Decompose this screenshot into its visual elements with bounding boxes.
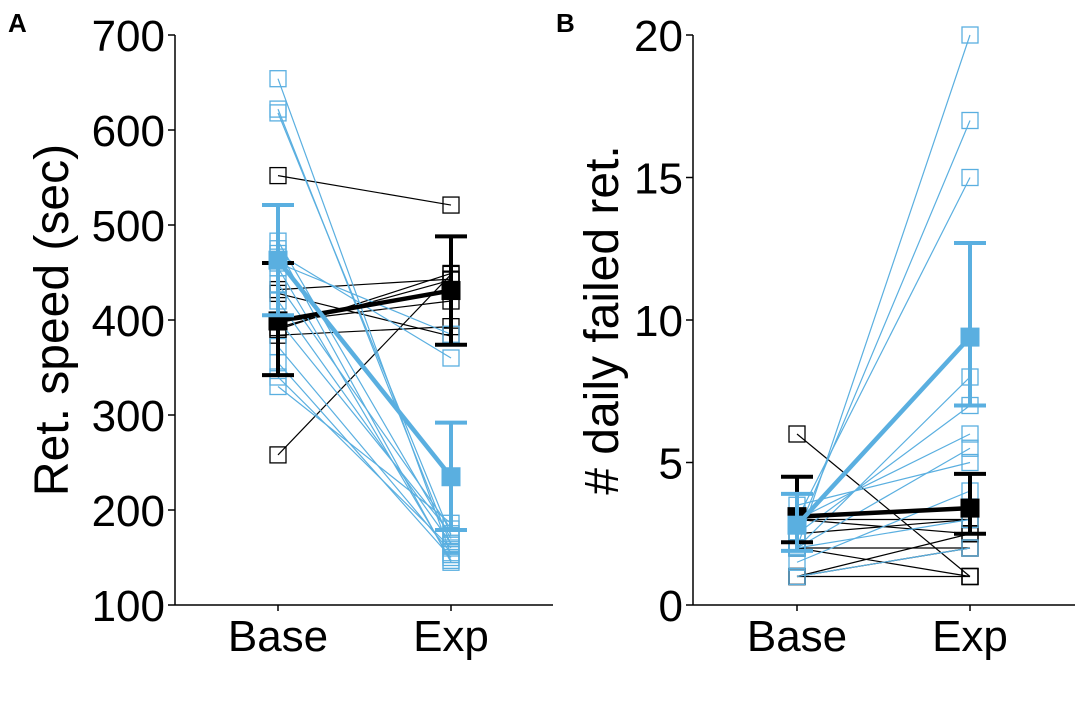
panel-a-experimental-subject-line — [277, 376, 452, 549]
panel-b-experimental-subject-marker — [961, 453, 979, 472]
panel-b-experimental-subject-line — [796, 547, 971, 578]
panel-b-experimental-mean-marker — [787, 515, 807, 535]
panel-letter-a: A — [8, 8, 27, 38]
panel-a-control-subject-marker — [269, 166, 287, 185]
panel-a-experimental-subject-marker — [269, 70, 287, 88]
panel-b-experimental-subject-line — [796, 461, 971, 506]
panel-a-control-mean-line — [277, 288, 452, 324]
panel-a-y-axis-title: Ret. speed (sec) — [26, 144, 79, 496]
panel-b-experimental-subject-line — [796, 120, 971, 534]
panel-a-control-subject-line — [277, 273, 452, 456]
panel-b-experimental-subject-marker — [788, 553, 806, 571]
panel-b-y-tick-label: 20 — [634, 12, 683, 61]
panel-a-experimental-subject-marker — [442, 349, 460, 367]
panel-b-experimental-subject-marker — [961, 539, 979, 557]
panel-b-control-subject-marker — [961, 567, 979, 586]
panel-a-experimental-subject-line — [277, 240, 452, 539]
panel-a-y-tick-label: 700 — [92, 12, 165, 61]
panel-a-y-tick-label: 200 — [92, 487, 165, 536]
panel-b-y-tick-label: 15 — [634, 155, 683, 204]
panel-b-experimental-mean-line — [795, 335, 972, 527]
panel-b-experimental-subject-marker — [961, 168, 979, 187]
panel-a-experimental-subject-line — [277, 319, 452, 535]
panel-b-experimental-subject-marker — [788, 567, 806, 586]
panel-a-experimental-subject-line — [277, 78, 452, 555]
panel-b-experimental-mean-marker — [960, 327, 980, 347]
panel-b-control-subject-line — [796, 533, 971, 578]
panel-b-control-mean-line — [796, 505, 971, 519]
panel-b-experimental-subject-line — [796, 376, 971, 549]
panel-b-experimental-subject-line — [796, 490, 971, 563]
panel-a-experimental-subject-line — [277, 386, 452, 524]
panel-a-experimental-subject-line — [277, 362, 452, 558]
panel-b-plot-area: 0 5 10 15 20 Base Exp — [634, 12, 1075, 661]
panel-b-y-tick-label: 5 — [659, 440, 683, 489]
panel-b-experimental-subject-line — [796, 518, 971, 549]
panel-a-control-subject-line — [277, 278, 452, 291]
panel-a-control-subject-line — [277, 326, 452, 336]
panel-b-experimental-subject-marker — [961, 439, 979, 457]
panel-b-y-axis-title: # daily failed ret. — [576, 145, 629, 495]
panel-a-experimental-subject-line — [277, 262, 452, 335]
panel-b-x-tick-label: Exp — [932, 612, 1008, 661]
panel-a-experimental-subject-marker — [442, 534, 460, 552]
panel-b-experimental-subject-marker — [961, 111, 979, 130]
panel-a-y-tick-label: 300 — [92, 392, 165, 441]
panel-a-experimental-mean-line — [276, 258, 453, 479]
panel-a-speed-chart: A 100 200 300 400 500 600 700 Base Exp Ret. spee… — [8, 8, 553, 661]
panel-b-control-mean-marker — [960, 498, 980, 518]
panel-a-y-tick-label: 400 — [92, 297, 165, 346]
panel-a-x-tick-label: Base — [228, 612, 328, 661]
panel-a-y-tick-label: 600 — [92, 107, 165, 156]
panel-a-control-subject-marker — [269, 446, 287, 464]
panel-b-experimental-subject-marker — [961, 425, 979, 443]
panel-b-y-tick-label: 0 — [659, 582, 683, 631]
panel-a-experimental-subject-marker — [269, 377, 287, 396]
panel-a-experimental-subject-line — [277, 112, 452, 536]
panel-a-experimental-mean-marker — [441, 467, 461, 487]
panel-a-plot-area: 100 200 300 400 500 600 700 Base Exp — [92, 12, 553, 661]
panel-b-experimental-subject-marker — [961, 26, 979, 44]
panel-a-experimental-subject-marker — [442, 548, 460, 567]
panel-letter-b: B — [556, 8, 575, 38]
panel-a-control-subject-line — [277, 175, 452, 206]
panel-b-experimental-subject-line — [796, 177, 971, 520]
panel-a-experimental-subject-line — [277, 300, 452, 544]
panel-a-experimental-mean-marker — [268, 250, 288, 270]
panel-a-experimental-subject-line — [277, 346, 452, 554]
panel-b-y-tick-label: 10 — [634, 297, 683, 346]
panel-a-y-tick-label: 100 — [92, 582, 165, 631]
panel-b-experimental-subject-line — [796, 405, 971, 535]
panel-a-y-tick-label: 500 — [92, 202, 165, 251]
panel-a-experimental-subject-marker — [269, 104, 287, 122]
panel-b-experimental-subject-line — [796, 433, 971, 521]
panel-b-control-subject-marker — [788, 425, 806, 443]
panel-a-experimental-subject-line — [277, 108, 452, 546]
panel-a-x-tick-label: Exp — [413, 612, 489, 661]
panel-a-control-subject-marker — [442, 196, 460, 214]
panel-a-control-subject-line — [277, 272, 452, 331]
panel-b-experimental-subject-line — [796, 447, 971, 549]
panel-b-x-tick-label: Base — [747, 612, 847, 661]
panel-a-experimental-subject-line — [277, 283, 452, 530]
panel-a-control-mean-marker — [441, 281, 461, 301]
panel-b-failed-chart: B 0 5 10 15 20 Base Exp # daily failed ret. — [556, 8, 1075, 661]
